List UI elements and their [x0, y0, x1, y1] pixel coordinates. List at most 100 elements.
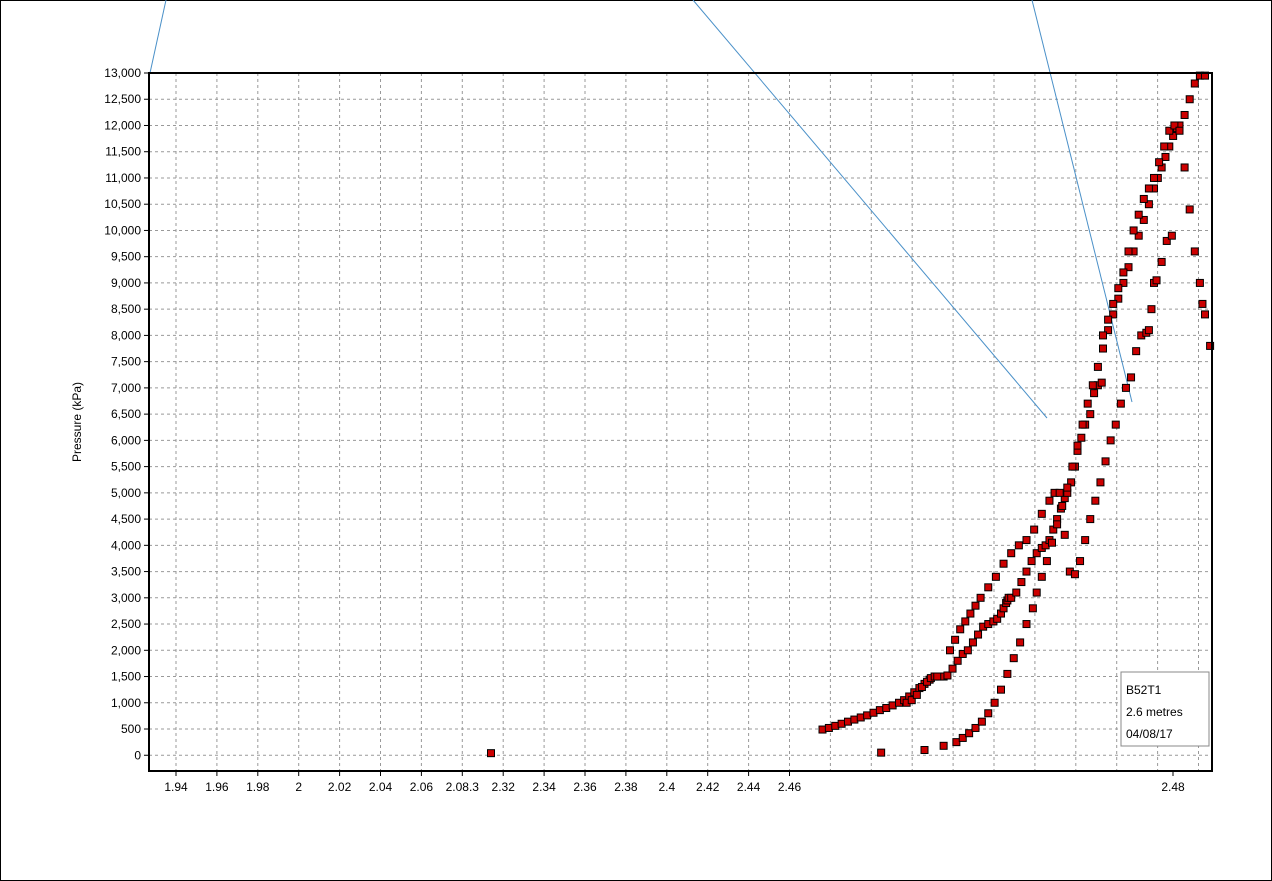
data-point	[939, 741, 948, 750]
data-point	[1116, 399, 1125, 408]
axis-ticks: 1.94 1.96 1.98 2 2.02 2.04 2.06 2.08.3 2.32 2.34 2…	[104, 66, 1185, 794]
data-point	[1139, 194, 1148, 203]
data-point	[1119, 268, 1128, 277]
y-tick-label: 12,500	[104, 92, 141, 106]
y-tick-label: 10,500	[104, 197, 141, 211]
data-point	[1099, 331, 1107, 340]
data-point	[1180, 110, 1189, 119]
data-point	[487, 749, 495, 758]
data-point	[965, 729, 974, 738]
data-point	[1167, 231, 1176, 240]
data-point	[1012, 588, 1021, 597]
data-point	[1032, 588, 1041, 597]
data-point	[1014, 541, 1023, 550]
data-point	[1101, 457, 1110, 466]
x-tick-label: 2.4	[658, 780, 675, 794]
data-point	[1175, 126, 1184, 135]
data-point	[951, 635, 960, 644]
data-point	[1037, 572, 1046, 581]
y-tick-label: 12,000	[104, 118, 141, 132]
y-tick-label: 7,000	[111, 381, 141, 395]
data-point	[1139, 215, 1148, 224]
data-point	[971, 723, 980, 732]
data-point	[976, 593, 985, 602]
data-point	[1032, 549, 1041, 558]
data-point	[943, 671, 952, 680]
data-point	[1091, 496, 1100, 505]
y-tick-label: 4,000	[111, 538, 141, 552]
data-point	[1007, 593, 1016, 602]
data-point	[1201, 310, 1209, 319]
x-tick-label: 2.38	[614, 780, 638, 794]
data-point	[1185, 205, 1194, 214]
data-point	[1180, 163, 1189, 172]
data-point	[946, 646, 954, 655]
data-point	[948, 664, 957, 673]
data-point	[1119, 278, 1128, 287]
data-point	[953, 656, 962, 665]
data-point	[1037, 509, 1046, 518]
data-point	[968, 638, 977, 647]
data-point	[990, 698, 999, 707]
y-tick-label: 1,500	[111, 670, 141, 684]
x-tick-label: 2.46	[778, 780, 802, 794]
data-point	[1114, 294, 1123, 303]
leader-lines	[149, 0, 1133, 419]
data-point	[971, 601, 980, 610]
data-point	[1155, 158, 1164, 167]
data-point	[999, 559, 1008, 568]
data-point	[958, 733, 967, 742]
data-point	[1132, 347, 1141, 356]
x-tick-label: 2.32	[492, 780, 516, 794]
data-point	[991, 572, 1000, 581]
data-point	[1096, 478, 1105, 487]
y-tick-label: 4,500	[111, 512, 141, 526]
x-tick-label: 2.44	[737, 780, 761, 794]
data-point	[1086, 515, 1095, 524]
x-tick-label: 1.98	[246, 780, 270, 794]
grid	[149, 72, 1212, 771]
y-tick-label: 10,000	[104, 223, 141, 237]
legend-line-3: 04/08/17	[1126, 727, 1173, 741]
y-axis-label: Pressure (kPa)	[70, 382, 84, 462]
data-point	[1028, 604, 1037, 613]
x-tick-label: 2.04	[369, 780, 393, 794]
plot-area-border	[148, 72, 1213, 772]
data-point	[963, 646, 972, 655]
data-point	[1109, 310, 1118, 319]
data-point	[966, 609, 975, 618]
data-point	[1070, 570, 1079, 579]
data-point	[1045, 496, 1054, 505]
data-point	[1078, 420, 1087, 429]
data-point	[1165, 126, 1174, 135]
data-point	[1150, 173, 1158, 182]
data-point	[1090, 389, 1099, 398]
data-point	[1106, 436, 1115, 445]
data-point	[920, 746, 929, 755]
data-point	[1063, 483, 1072, 492]
data-point	[1076, 557, 1085, 566]
legend-line-1: B52T1	[1126, 683, 1162, 697]
data-point	[1053, 520, 1062, 529]
data-point	[1048, 538, 1056, 547]
data-point	[1027, 557, 1036, 566]
data-point	[1081, 536, 1090, 545]
y-tick-label: 11,500	[105, 145, 141, 159]
data-point	[1170, 121, 1179, 130]
data-point	[1022, 620, 1031, 629]
y-tick-label: 6,500	[111, 407, 141, 421]
data-point	[1068, 462, 1077, 471]
data-point	[1007, 549, 1016, 558]
legend-line-2: 2.6 metres	[1126, 705, 1183, 719]
y-tick-label: 5,000	[111, 486, 141, 500]
data-point	[984, 583, 993, 592]
leader-line	[1031, 0, 1133, 403]
x-tick-label: 1.96	[205, 780, 229, 794]
x-tick-label: 2.34	[532, 780, 556, 794]
data-point	[917, 683, 926, 692]
data-point	[912, 690, 921, 699]
leader-line	[692, 0, 1048, 419]
data-points	[487, 71, 1215, 758]
x-tick-label: 2.36	[573, 780, 597, 794]
data-point	[1086, 410, 1095, 419]
